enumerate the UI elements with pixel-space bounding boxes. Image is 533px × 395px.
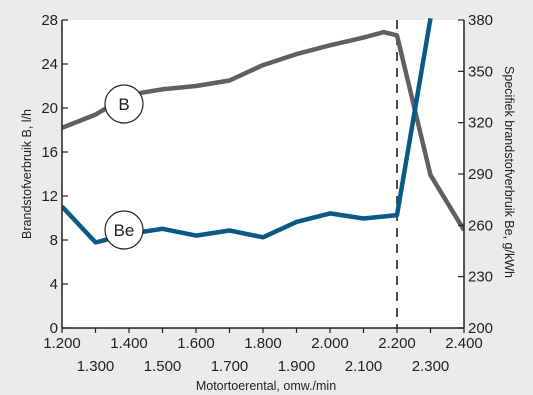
left-y-tick-label: 24 <box>41 56 58 73</box>
right-y-tick-label: 350 <box>468 63 493 80</box>
left-y-ticks: 0 4 8 12 16 20 24 28 <box>41 12 68 337</box>
right-y-axis-label: Specifiek brandstofverbruik Be, g/kWh <box>502 66 516 278</box>
right-y-tick-label: 260 <box>468 217 493 234</box>
right-y-tick-label: 320 <box>468 115 493 132</box>
left-y-tick-label: 16 <box>41 144 58 161</box>
series-label-Be: Be <box>104 210 144 250</box>
right-y-tick-label: 380 <box>468 12 493 29</box>
left-y-tick-label: 12 <box>41 188 58 205</box>
x-axis-label: Motortoerental, omw./min <box>196 379 336 393</box>
x-tick-label: 2.000 <box>311 335 349 352</box>
x-tick-label: 1.500 <box>144 358 182 375</box>
x-tick-label: 1.900 <box>278 358 316 375</box>
series-label-B-text: B <box>118 95 129 114</box>
x-tick-label: 1.300 <box>77 358 115 375</box>
right-y-tick-label: 290 <box>468 166 493 183</box>
x-tick-label: 2.200 <box>378 335 416 352</box>
left-y-tick-label: 28 <box>41 12 58 29</box>
x-tick-label: 1.800 <box>244 335 282 352</box>
series-label-B: B <box>104 84 144 124</box>
left-y-axis-label: Brandstofverbruik B, l/h <box>20 109 34 239</box>
x-tick-label: 1.400 <box>110 335 148 352</box>
series-label-Be-circle <box>104 210 144 250</box>
x-ticks: 1.200 1.300 1.400 1.500 1.600 1.700 1.800 1.900… <box>43 328 483 375</box>
right-y-tick-label: 230 <box>468 269 493 286</box>
series-label-B-circle <box>104 84 144 124</box>
left-y-tick-label: 20 <box>41 100 58 117</box>
x-tick-label: 1.700 <box>211 358 249 375</box>
x-tick-label: 1.200 <box>43 335 81 352</box>
series-label-Be-text: Be <box>114 221 135 240</box>
left-y-tick-label: 8 <box>50 232 58 249</box>
left-y-tick-label: 4 <box>50 276 58 293</box>
left-y-tick-label: 0 <box>50 320 58 337</box>
x-tick-label: 2.400 <box>445 335 483 352</box>
x-tick-label: 1.600 <box>177 335 215 352</box>
x-tick-label: 2.100 <box>345 358 383 375</box>
right-y-tick-label: 200 <box>468 320 493 337</box>
right-y-ticks: 200 230 260 290 320 350 380 <box>458 12 493 337</box>
x-tick-label: 2.300 <box>412 358 450 375</box>
